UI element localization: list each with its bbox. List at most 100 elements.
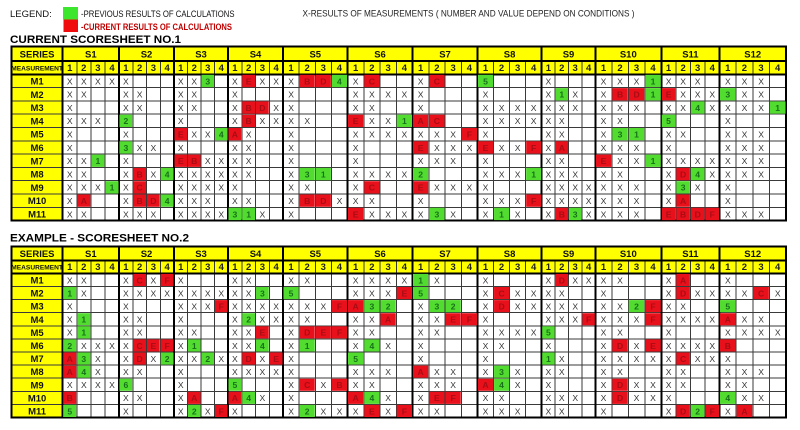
svg-text:2: 2 bbox=[81, 63, 86, 74]
svg-text:X: X bbox=[634, 143, 640, 153]
svg-text:X: X bbox=[178, 90, 184, 100]
svg-text:X: X bbox=[288, 116, 294, 126]
svg-text:1: 1 bbox=[546, 262, 552, 273]
svg-text:X: X bbox=[191, 301, 197, 311]
svg-text:1: 1 bbox=[651, 76, 656, 86]
svg-text:A: A bbox=[418, 116, 424, 126]
svg-text:2: 2 bbox=[369, 63, 374, 74]
svg-text:M2: M2 bbox=[30, 90, 43, 101]
svg-text:A: A bbox=[67, 354, 73, 364]
svg-text:M1: M1 bbox=[30, 76, 44, 87]
svg-text:X: X bbox=[483, 90, 489, 100]
svg-text:X: X bbox=[434, 129, 440, 139]
svg-text:4: 4 bbox=[164, 63, 170, 74]
svg-text:X: X bbox=[666, 156, 672, 166]
svg-text:2: 2 bbox=[617, 63, 622, 74]
svg-text:X: X bbox=[81, 76, 87, 86]
svg-text:X: X bbox=[546, 380, 552, 390]
svg-text:A: A bbox=[191, 393, 197, 403]
svg-text:4: 4 bbox=[467, 262, 473, 273]
svg-text:X: X bbox=[546, 196, 552, 206]
svg-text:A: A bbox=[680, 196, 686, 206]
svg-text:1: 1 bbox=[651, 90, 656, 100]
svg-text:4: 4 bbox=[695, 103, 700, 113]
svg-text:1: 1 bbox=[531, 169, 536, 179]
svg-text:D: D bbox=[559, 275, 565, 285]
svg-text:X: X bbox=[499, 143, 505, 153]
svg-text:X: X bbox=[483, 103, 489, 113]
svg-text:E: E bbox=[483, 143, 489, 153]
svg-text:X: X bbox=[178, 341, 184, 351]
svg-text:3: 3 bbox=[205, 262, 210, 273]
svg-text:X: X bbox=[680, 341, 686, 351]
svg-text:X: X bbox=[246, 341, 252, 351]
svg-text:X: X bbox=[232, 328, 238, 338]
svg-text:X: X bbox=[758, 76, 764, 86]
svg-text:3: 3 bbox=[695, 63, 700, 74]
svg-text:X: X bbox=[758, 315, 764, 325]
svg-text:X: X bbox=[617, 354, 623, 364]
svg-text:1: 1 bbox=[81, 315, 86, 325]
svg-text:X: X bbox=[205, 301, 211, 311]
svg-text:D: D bbox=[680, 169, 686, 179]
svg-text:X: X bbox=[617, 76, 623, 86]
svg-text:X: X bbox=[178, 116, 184, 126]
svg-text:4: 4 bbox=[467, 63, 473, 74]
svg-text:X: X bbox=[531, 288, 537, 298]
svg-text:X: X bbox=[353, 76, 359, 86]
svg-text:X: X bbox=[137, 367, 143, 377]
svg-text:X: X bbox=[725, 169, 731, 179]
svg-text:5: 5 bbox=[353, 354, 358, 364]
svg-text:X: X bbox=[95, 367, 101, 377]
svg-text:X: X bbox=[369, 196, 375, 206]
svg-text:X: X bbox=[559, 354, 565, 364]
svg-text:1: 1 bbox=[775, 103, 780, 113]
svg-text:X: X bbox=[232, 183, 238, 193]
svg-text:X: X bbox=[666, 183, 672, 193]
svg-text:2: 2 bbox=[742, 63, 747, 74]
svg-text:X: X bbox=[742, 288, 748, 298]
svg-text:2: 2 bbox=[695, 406, 700, 416]
svg-text:S2: S2 bbox=[141, 249, 153, 260]
svg-text:X: X bbox=[695, 90, 701, 100]
svg-text:X: X bbox=[137, 315, 143, 325]
svg-text:E: E bbox=[273, 354, 279, 364]
svg-text:X: X bbox=[650, 393, 656, 403]
svg-text:X: X bbox=[81, 380, 87, 390]
svg-text:X: X bbox=[246, 129, 252, 139]
svg-text:1: 1 bbox=[651, 156, 656, 166]
svg-text:X: X bbox=[260, 393, 266, 403]
svg-text:B: B bbox=[304, 76, 310, 86]
svg-text:1: 1 bbox=[95, 156, 100, 166]
svg-text:2: 2 bbox=[418, 169, 423, 179]
svg-text:X: X bbox=[402, 90, 408, 100]
svg-text:X: X bbox=[178, 183, 184, 193]
svg-text:3: 3 bbox=[81, 354, 86, 364]
svg-text:X: X bbox=[260, 76, 266, 86]
svg-text:X: X bbox=[218, 288, 224, 298]
svg-text:X: X bbox=[232, 143, 238, 153]
svg-text:M6: M6 bbox=[30, 341, 43, 352]
svg-text:E: E bbox=[320, 328, 326, 338]
svg-text:X: X bbox=[123, 103, 129, 113]
svg-text:1: 1 bbox=[232, 63, 238, 74]
svg-text:X: X bbox=[434, 183, 440, 193]
svg-text:X: X bbox=[109, 341, 115, 351]
svg-text:3: 3 bbox=[123, 143, 128, 153]
svg-text:X: X bbox=[546, 301, 552, 311]
svg-text:1: 1 bbox=[666, 63, 672, 74]
svg-text:X: X bbox=[418, 76, 424, 86]
svg-text:3: 3 bbox=[573, 63, 578, 74]
svg-text:X: X bbox=[95, 76, 101, 86]
svg-text:X: X bbox=[304, 116, 310, 126]
svg-text:X: X bbox=[369, 116, 375, 126]
svg-text:X: X bbox=[434, 156, 440, 166]
svg-text:4: 4 bbox=[165, 196, 170, 206]
svg-text:X: X bbox=[680, 103, 686, 113]
svg-text:3: 3 bbox=[232, 209, 237, 219]
svg-text:X: X bbox=[67, 183, 73, 193]
svg-text:X: X bbox=[123, 196, 129, 206]
svg-text:3: 3 bbox=[151, 262, 156, 273]
svg-text:E: E bbox=[650, 341, 656, 351]
svg-text:S1: S1 bbox=[85, 249, 97, 260]
